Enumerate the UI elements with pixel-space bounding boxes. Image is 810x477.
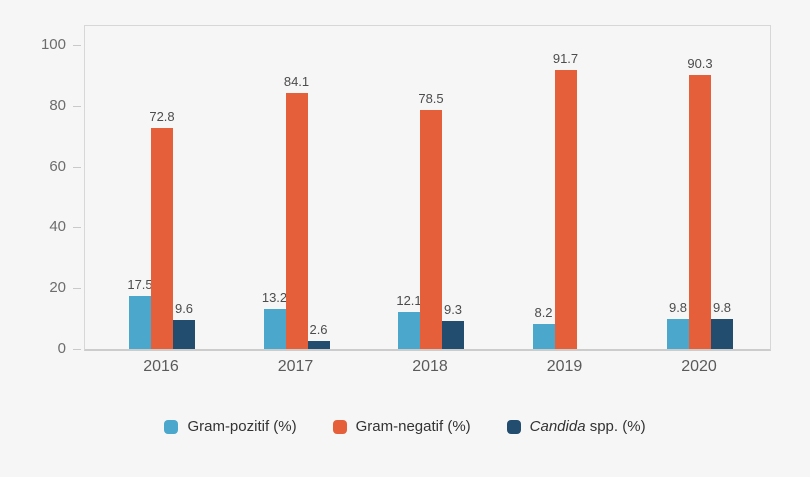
bar-gram-pozitif-----2020: 9.8 [667,300,689,349]
y-tick-mark-0 [73,349,81,350]
bar-gram-negatif-----2020: 90.3 [687,56,713,349]
bar-value-label: 9.6 [174,300,194,316]
bar-candida-spp------2017: 2.6 [307,322,330,349]
bar-value-label: 8.2 [534,305,553,321]
plot-area: 17.5 72.8 9.6 13.2 84.1 2.6 12.1 78.5 9.3 8.2 91.7… [84,25,771,351]
bar-candida-spp------2016: 9.6 [173,301,195,349]
legend-label: Gram-negatif (%) [355,418,471,435]
legend-item-2: Candida spp. (%) [506,418,646,435]
bar-value-label: 12.1 [396,293,422,309]
x-tick-label-2019: 2019 [546,358,583,375]
y-tick-mark-40 [73,227,81,229]
x-axis: 2016 2017 2018 2019 2020 [84,358,771,380]
bar-gram-pozitif-----2018: 12.1 [396,293,422,349]
bar-gram-negatif-----2019: 91.7 [553,51,578,349]
y-tick-label-60: 60 [49,157,66,175]
bar-gram-negatif-----2016: 72.8 [149,109,175,349]
bar-value-label: 72.8 [149,108,175,124]
bar-value-label: 17.5 [127,276,153,292]
bar-candida-spp------2020: 9.8 [711,300,733,349]
bar-value-label: 2.6 [309,322,328,338]
x-tick-label-2017: 2017 [277,358,314,375]
legend-label: Candida spp. (%) [529,418,646,435]
bar-group-2016: 17.5 72.8 9.6 [127,109,195,349]
bar-value-label: 91.7 [552,51,579,67]
y-tick-label-20: 20 [49,279,66,297]
bar-value-label: 13.2 [261,289,288,305]
x-tick-label-2020: 2020 [681,358,717,375]
bar-group-2020: 9.8 90.3 9.8 [667,56,733,349]
bar-value-label: 9.8 [712,300,732,316]
y-tick-label-0: 0 [57,340,66,357]
x-tick-label-2018: 2018 [412,358,448,375]
y-tick-label-80: 80 [49,96,66,114]
bar-group-2018: 12.1 78.5 9.3 [396,91,464,349]
legend-item-1: Gram-negatif (%) [332,418,471,435]
legend-label: Gram-pozitif (%) [187,418,297,435]
bar-gram-negatif-----2017: 84.1 [284,74,309,349]
legend-item-0: Gram-pozitif (%) [164,418,297,435]
bar-candida-spp------2018: 9.3 [442,302,464,349]
bar-gram-pozitif-----2017: 13.2 [262,290,287,349]
bar-gram-pozitif-----2019: 8.2 [532,305,555,349]
bar-gram-negatif-----2018: 78.5 [418,91,444,349]
legend-swatch-icon [506,419,521,434]
bar-value-label: 84.1 [283,74,310,90]
y-tick-mark-60 [73,166,81,168]
bar-group-2017: 13.2 84.1 2.6 [262,74,330,349]
y-tick-label-40: 40 [49,218,66,236]
bar-group-2019: 8.2 91.7 [532,51,599,349]
y-tick-mark-100 [73,45,81,46]
bar-gram-pozitif-----2016: 17.5 [127,277,153,349]
x-tick-label-2016: 2016 [143,358,179,375]
legend: Gram-pozitif (%) Gram-negatif (%) Candida … [0,418,810,435]
bar-value-label: 90.3 [687,55,713,71]
bar-value-label: 9.8 [668,300,688,316]
y-tick-mark-20 [73,288,81,290]
bar-value-label: 78.5 [418,91,444,107]
y-tick-label-100: 100 [40,36,66,53]
legend-swatch-icon [164,419,179,434]
legend-swatch-icon [332,419,347,434]
bar-value-label: 9.3 [443,301,463,317]
y-axis: 0 20 40 60 80 100 [0,25,84,357]
y-tick-mark-80 [73,105,81,107]
